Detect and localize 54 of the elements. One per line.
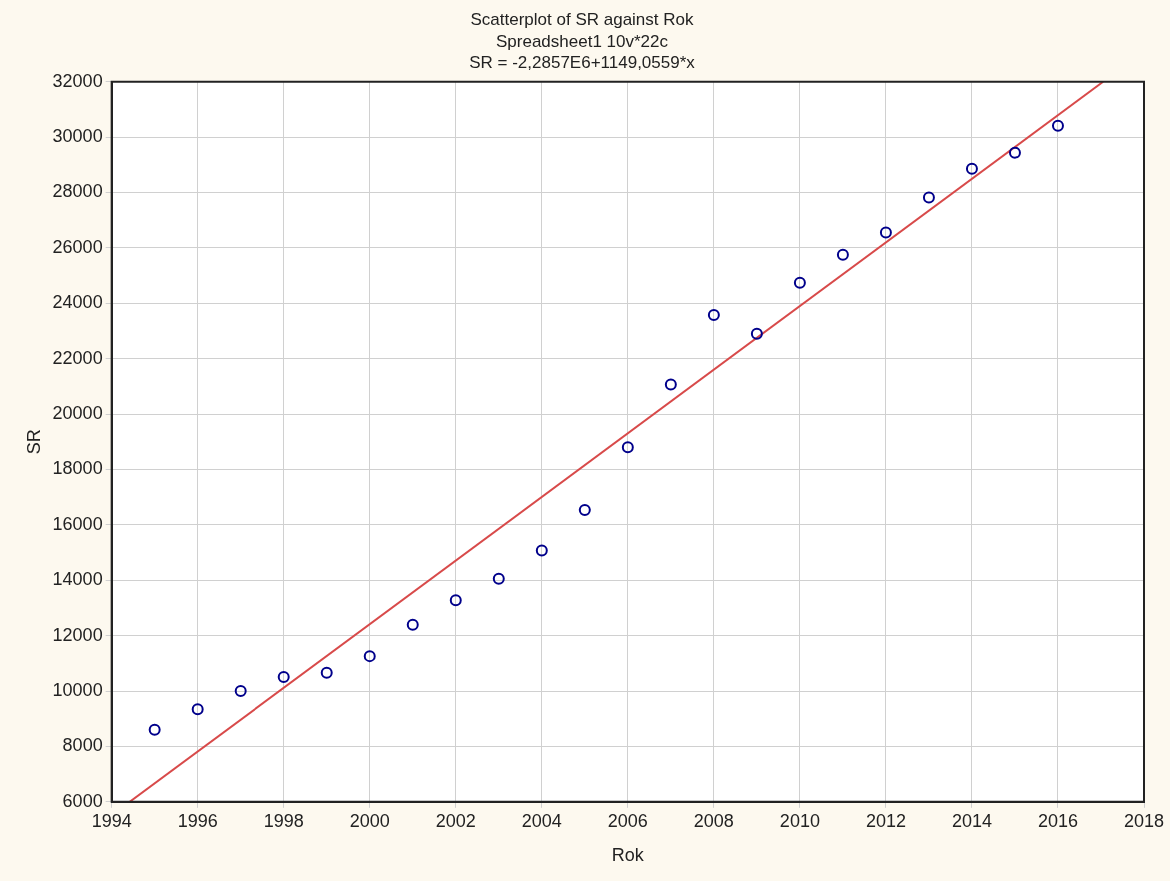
- point: [277, 670, 290, 683]
- y-tick-label: 22000: [52, 347, 103, 368]
- point: [406, 618, 419, 631]
- x-tick-label: 2008: [693, 810, 734, 831]
- x-tick-label: 2010: [779, 810, 820, 831]
- x-tick-label: 1994: [91, 810, 132, 831]
- y-tick-label: 10000: [52, 679, 103, 700]
- x-tick-label: 1998: [263, 810, 304, 831]
- chart-title: Scatterplot of SR against Rok: [470, 10, 694, 30]
- y-tick-label: 32000: [52, 70, 103, 91]
- point: [449, 594, 462, 607]
- point: [621, 441, 634, 454]
- text: SR = -2,2857E6+1149,0559*x: [469, 52, 696, 72]
- x-tick-label: 2016: [1037, 810, 1078, 831]
- point: [492, 572, 505, 585]
- point: [148, 723, 161, 736]
- point: [965, 162, 978, 175]
- x-tick-label: 2002: [435, 810, 476, 831]
- point: [836, 248, 849, 261]
- x-tick-label: 2004: [521, 810, 562, 831]
- y-tick-label: 12000: [52, 624, 103, 645]
- point: [793, 276, 806, 289]
- y-tick-label: 28000: [52, 181, 103, 202]
- point: [879, 226, 892, 239]
- x-tick-label: 2006: [607, 810, 648, 831]
- point: [1051, 119, 1064, 132]
- y-axis-title: SR: [23, 429, 44, 455]
- y-tick-label: 20000: [52, 403, 103, 424]
- point: [922, 191, 935, 204]
- y-tick-label: 16000: [52, 513, 103, 534]
- x-tick-label: 2012: [865, 810, 906, 831]
- x-axis-title: Rok: [611, 845, 645, 866]
- y-tick-label: 26000: [52, 236, 103, 257]
- x-tick-label: 2000: [349, 810, 390, 831]
- point: [664, 378, 677, 391]
- y-tick-label: 14000: [52, 569, 103, 590]
- point: [191, 703, 204, 716]
- chart-subtitle: Spreadsheet1 10v*22c: [495, 31, 669, 51]
- point: [1008, 146, 1021, 159]
- y-tick-label: 18000: [52, 458, 103, 479]
- point: [363, 650, 376, 663]
- point: [535, 544, 548, 557]
- x-tick-label: 1996: [177, 810, 218, 831]
- point: [578, 503, 591, 516]
- x-tick-label: 2014: [951, 810, 992, 831]
- point: [750, 327, 763, 340]
- y-tick-label: 8000: [62, 735, 103, 756]
- y-tick-label: 24000: [52, 292, 103, 313]
- y-tick-label: 6000: [62, 790, 103, 811]
- x-tick-label: 2018: [1123, 810, 1165, 831]
- y-tick-label: 30000: [52, 126, 103, 147]
- point: [320, 666, 333, 679]
- point: [234, 685, 247, 698]
- point: [707, 308, 720, 321]
